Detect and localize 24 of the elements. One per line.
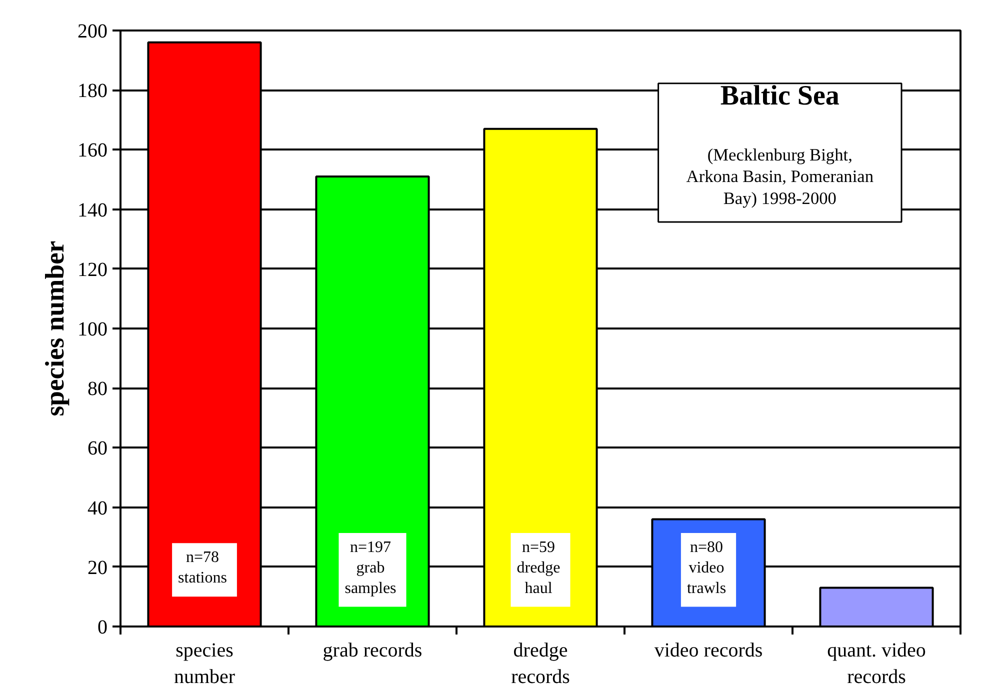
annotation: n=197 grab samples [344, 538, 396, 597]
annotation: n=78 stations [178, 549, 227, 587]
y-tick-label: 200 [78, 20, 108, 42]
x-tick-label: video records [654, 640, 763, 662]
y-tick-label: 80 [88, 378, 108, 400]
y-tick-label: 160 [78, 140, 108, 162]
x-tick-label: dredge records [511, 640, 570, 688]
x-tick-label: species number [174, 640, 236, 688]
y-tick-label: 140 [78, 199, 108, 222]
y-tick-label: 180 [78, 80, 108, 102]
text: Baltic Sea [720, 80, 840, 112]
y-tick-label: 120 [78, 258, 108, 281]
x-tick-label: grab records [322, 640, 422, 662]
y-tick-label: 40 [88, 497, 108, 520]
y-tick-label: 20 [88, 556, 108, 579]
text: (Mecklenburg Bight, Arkona Basin, Pomeranian Bay) 1998-2000 [686, 145, 874, 208]
annotation: n=80 video trawls [686, 538, 726, 597]
annotation: n=59 dredge haul [516, 538, 560, 597]
y-axis-title: species number [40, 240, 70, 416]
x-tick-label: quant. video records [827, 640, 926, 688]
y-tick-label: 0 [98, 616, 108, 638]
bar [819, 586, 934, 626]
y-tick-label: 100 [78, 318, 108, 340]
y-tick-label: 60 [88, 438, 108, 460]
